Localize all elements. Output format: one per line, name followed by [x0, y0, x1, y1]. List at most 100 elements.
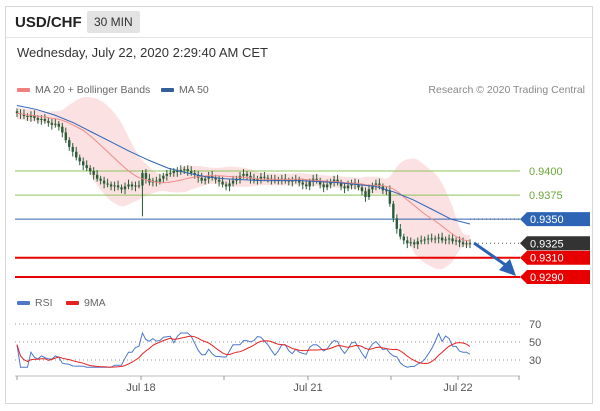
candle-body [468, 243, 472, 245]
candle-body [15, 111, 19, 114]
candle-body [144, 172, 148, 179]
candle-body [291, 180, 294, 182]
candle-body [47, 120, 50, 123]
legend-ma50-swatch [161, 88, 174, 92]
candle-body [50, 122, 54, 125]
x-axis: Jul 18 Jul 21 Jul 22 [15, 375, 520, 394]
arrow-shaft [473, 241, 508, 268]
bollinger-fill [17, 97, 470, 270]
candle-body [61, 126, 64, 133]
candle-body [54, 123, 57, 125]
candle-body [134, 185, 137, 187]
candle-body [402, 236, 405, 241]
candle-body [214, 177, 217, 180]
candle-body [357, 184, 360, 188]
candle-body [43, 118, 47, 121]
candle-body [64, 132, 67, 141]
candle-body [29, 115, 33, 118]
candle-body [88, 168, 92, 171]
candle-body [113, 185, 116, 187]
candle-body [231, 180, 235, 184]
candle-body [336, 179, 339, 183]
candle-body [266, 177, 270, 179]
candle-body [75, 151, 78, 158]
candle-body [210, 175, 214, 178]
last-label: 0.9325 [530, 238, 564, 250]
candle-body [465, 243, 468, 245]
legend-ma50: MA 50 [161, 84, 209, 96]
candle-body [308, 181, 311, 187]
candle-body [106, 183, 109, 185]
timeframe-badge[interactable]: 30 MIN [87, 11, 140, 33]
candle-body [102, 180, 106, 184]
candle-body [245, 173, 249, 176]
candle-body [127, 184, 130, 187]
candle-body [298, 179, 301, 183]
legend-rsi-swatch [17, 301, 30, 305]
candle-body [287, 180, 290, 182]
candle-body [26, 116, 29, 118]
candle-body [99, 178, 102, 181]
candle-body [399, 228, 402, 237]
candle-body [68, 140, 71, 147]
candle-body [217, 179, 221, 182]
candle-body [95, 174, 99, 179]
support-label-tag [520, 250, 590, 265]
legend-rsi-label: RSI [35, 297, 53, 309]
date-line: Wednesday, July 22, 2020 2:29:40 AM CET [17, 45, 268, 60]
research-credit: Research © 2020 Trading Central [428, 84, 585, 96]
candle-body [322, 184, 325, 188]
candle-body [374, 183, 378, 186]
rsi-level-label: 70 [529, 319, 541, 331]
candle-body [440, 237, 444, 241]
candle-body [256, 178, 259, 181]
candle-body [92, 171, 95, 175]
chart-widget: USD/CHF 30 MIN Wednesday, July 22, 2020 … [5, 6, 593, 404]
candle-body [458, 240, 461, 243]
candle-body [85, 165, 88, 169]
candle-body [162, 175, 165, 179]
candle-body [332, 179, 336, 182]
candle-body [203, 178, 207, 181]
candle-body [430, 238, 433, 240]
moving-averages [16, 105, 471, 242]
candle-body [123, 186, 127, 190]
candle-body [451, 238, 454, 242]
legend-ma20-label: MA 20 + Bollinger Bands [35, 84, 151, 96]
candle-body [315, 178, 318, 181]
candle-body [339, 182, 343, 187]
legend-9ma: 9MA [66, 297, 106, 309]
candle-body [263, 176, 266, 178]
candle-body [169, 172, 172, 174]
candle-body [413, 242, 416, 245]
arrow-head [499, 259, 516, 276]
candle-body [249, 175, 252, 179]
support-label-tag [520, 269, 590, 284]
rsi-line [16, 331, 471, 368]
last-label-tag [520, 236, 590, 251]
candle-body [165, 173, 169, 176]
candle-body [190, 171, 193, 173]
candle-body [259, 176, 263, 179]
legend-rsi: RSI [17, 297, 53, 309]
candle-body [329, 181, 332, 185]
x-tick-label: Jul 18 [126, 382, 155, 394]
legend-ma20-swatch [17, 88, 30, 92]
level-labels: 0.9400 0.9375 0.9350 0.9325 0.9310 0.9290 [520, 166, 590, 284]
candle-body [33, 115, 36, 119]
pivot-label-tag [520, 212, 590, 227]
legend-ma20-bollinger: MA 20 + Bollinger Bands [17, 84, 150, 96]
rsi-9ma-line [16, 335, 471, 368]
key-levels [15, 170, 520, 278]
candle-body [420, 240, 423, 242]
candle-body [318, 180, 322, 185]
candle-body [36, 118, 40, 120]
rsi-level-label: 50 [529, 337, 541, 349]
chart-header: USD/CHF 30 MIN [6, 7, 592, 38]
candle-body [228, 183, 231, 187]
candle-body [447, 238, 451, 240]
legend-9ma-label: 9MA [84, 297, 106, 309]
forecast-arrow [473, 241, 516, 276]
rsi-panel: 70 50 30 [15, 319, 541, 368]
